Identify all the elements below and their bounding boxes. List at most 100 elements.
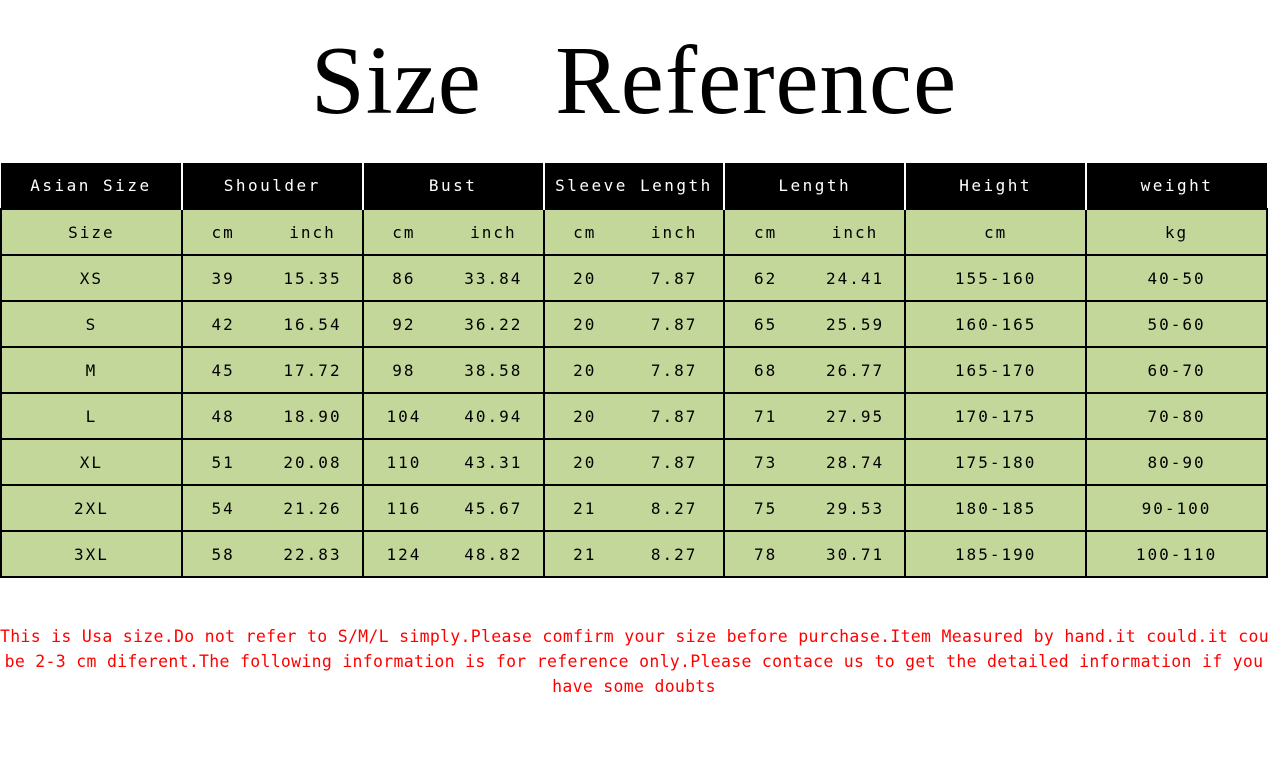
shoulder-cm-value: 48 bbox=[211, 406, 235, 426]
shoulder-cell: 39 15.35 bbox=[180, 254, 364, 303]
weight-cell: 80-90 bbox=[1085, 438, 1268, 487]
table-row: XS 39 15.35 86 33.84 20 7.87 62 24.41 bbox=[0, 254, 1268, 303]
shoulder-cell: 54 21.26 bbox=[180, 484, 364, 533]
sleeve-length-cell: 21 8.27 bbox=[542, 484, 726, 533]
length-cm-value: 62 bbox=[753, 268, 778, 288]
column-header-asian-size: Asian Size bbox=[1, 163, 182, 210]
sleeve-cm-value: 20 bbox=[573, 406, 597, 426]
bust-inch-value: 38.58 bbox=[464, 360, 523, 380]
length-cell: 65 25.59 bbox=[723, 300, 907, 349]
length-cell: 78 30.71 bbox=[723, 530, 907, 579]
table-row: 2XL 54 21.26 116 45.67 21 8.27 75 29.53 bbox=[0, 484, 1268, 533]
shoulder-inch-value: 17.72 bbox=[283, 360, 342, 380]
sleeve-units-cell: cm inch bbox=[542, 208, 726, 257]
sleeve-inch-value: 7.87 bbox=[650, 406, 698, 426]
length-cm-value: 75 bbox=[753, 498, 778, 518]
length-cm-value: 68 bbox=[753, 360, 778, 380]
disclaimer-line: have some doubts bbox=[552, 677, 716, 697]
cm-unit-label: cm bbox=[392, 222, 416, 242]
bust-inch-value: 40.94 bbox=[464, 406, 523, 426]
height-cell: 155-160 bbox=[904, 254, 1088, 303]
shoulder-cm-value: 54 bbox=[211, 498, 235, 518]
sleeve-length-cell: 20 7.87 bbox=[542, 392, 726, 441]
bust-cell: 104 40.94 bbox=[361, 392, 545, 441]
height-cell: 160-165 bbox=[904, 300, 1088, 349]
length-cm-value: 65 bbox=[753, 314, 778, 334]
height-cell: 175-180 bbox=[904, 438, 1088, 487]
inch-unit-label: inch bbox=[650, 222, 698, 242]
bust-cell: 86 33.84 bbox=[361, 254, 545, 303]
sleeve-inch-value: 7.87 bbox=[650, 314, 698, 334]
sleeve-inch-value: 7.87 bbox=[650, 360, 698, 380]
shoulder-units-cell: cm inch bbox=[180, 208, 364, 257]
size-cell: XS bbox=[0, 254, 183, 303]
sleeve-inch-value: 7.87 bbox=[650, 268, 698, 288]
size-cell: XL bbox=[0, 438, 183, 487]
size-cell: M bbox=[0, 346, 183, 395]
weight-cell: 60-70 bbox=[1085, 346, 1268, 395]
shoulder-inch-value: 22.83 bbox=[283, 544, 342, 564]
length-cm-value: 78 bbox=[753, 544, 778, 564]
shoulder-cm-value: 58 bbox=[211, 544, 235, 564]
length-cell: 71 27.95 bbox=[723, 392, 907, 441]
cm-unit-label: cm bbox=[753, 222, 778, 242]
table-row: S 42 16.54 92 36.22 20 7.87 65 25.59 bbox=[0, 300, 1268, 349]
length-inch-value: 24.41 bbox=[825, 268, 885, 288]
table-row: 3XL 58 22.83 124 48.82 21 8.27 78 30.71 bbox=[0, 530, 1268, 579]
table-row: M 45 17.72 98 38.58 20 7.87 68 26.77 bbox=[0, 346, 1268, 395]
bust-cm-value: 110 bbox=[386, 452, 422, 472]
inch-unit-label: inch bbox=[470, 222, 517, 242]
height-cell: 180-185 bbox=[904, 484, 1088, 533]
sleeve-length-cell: 20 7.87 bbox=[542, 346, 726, 395]
length-cm-value: 73 bbox=[753, 452, 778, 472]
sleeve-length-cell: 20 7.87 bbox=[542, 300, 726, 349]
bust-cell: 116 45.67 bbox=[361, 484, 545, 533]
length-cell: 62 24.41 bbox=[723, 254, 907, 303]
size-cell: S bbox=[0, 300, 183, 349]
weight-cell: 70-80 bbox=[1085, 392, 1268, 441]
length-cell: 73 28.74 bbox=[723, 438, 907, 487]
table-row: XL 51 20.08 110 43.31 20 7.87 73 28.74 bbox=[0, 438, 1268, 487]
sleeve-length-cell: 21 8.27 bbox=[542, 530, 726, 579]
shoulder-inch-value: 15.35 bbox=[283, 268, 342, 288]
shoulder-cm-value: 45 bbox=[211, 360, 235, 380]
disclaimer: This is Usa size.Do not refer to S/M/L s… bbox=[0, 624, 1268, 699]
column-header-shoulder: Shoulder bbox=[180, 163, 363, 210]
sleeve-inch-value: 8.27 bbox=[650, 544, 698, 564]
shoulder-cell: 48 18.90 bbox=[180, 392, 364, 441]
sleeve-cm-value: 21 bbox=[573, 498, 597, 518]
page-title: Size Reference bbox=[310, 27, 958, 134]
length-inch-value: 30.71 bbox=[825, 544, 885, 564]
length-inch-value: 28.74 bbox=[825, 452, 885, 472]
shoulder-cm-value: 42 bbox=[211, 314, 235, 334]
sleeve-inch-value: 8.27 bbox=[650, 498, 698, 518]
bust-cm-value: 124 bbox=[386, 544, 422, 564]
length-units-cell: cm inch bbox=[723, 208, 907, 257]
size-cell: L bbox=[0, 392, 183, 441]
inch-unit-label: inch bbox=[831, 222, 879, 242]
bust-cm-value: 86 bbox=[392, 268, 416, 288]
sleeve-cm-value: 20 bbox=[573, 314, 597, 334]
bust-cell: 110 43.31 bbox=[361, 438, 545, 487]
bust-cm-value: 98 bbox=[392, 360, 416, 380]
sleeve-length-cell: 20 7.87 bbox=[542, 254, 726, 303]
bust-inch-value: 45.67 bbox=[464, 498, 523, 518]
bust-cell: 124 48.82 bbox=[361, 530, 545, 579]
column-header-length: Length bbox=[723, 163, 906, 210]
table-row: L 48 18.90 104 40.94 20 7.87 71 27.95 bbox=[0, 392, 1268, 441]
size-reference-table: Asian Size Shoulder Bust Sleeve Length L… bbox=[0, 163, 1268, 579]
shoulder-inch-value: 18.90 bbox=[283, 406, 342, 426]
length-cell: 75 29.53 bbox=[723, 484, 907, 533]
sleeve-cm-value: 21 bbox=[573, 544, 597, 564]
shoulder-cm-value: 39 bbox=[211, 268, 235, 288]
shoulder-cell: 51 20.08 bbox=[180, 438, 364, 487]
shoulder-cm-value: 51 bbox=[211, 452, 235, 472]
bust-inch-value: 33.84 bbox=[464, 268, 523, 288]
cm-unit-label: cm bbox=[211, 222, 235, 242]
column-header-bust: Bust bbox=[361, 163, 544, 210]
shoulder-inch-value: 16.54 bbox=[283, 314, 342, 334]
size-label-cell: Size bbox=[0, 208, 183, 257]
bust-cm-value: 104 bbox=[386, 406, 422, 426]
length-inch-value: 26.77 bbox=[825, 360, 885, 380]
length-inch-value: 25.59 bbox=[825, 314, 885, 334]
